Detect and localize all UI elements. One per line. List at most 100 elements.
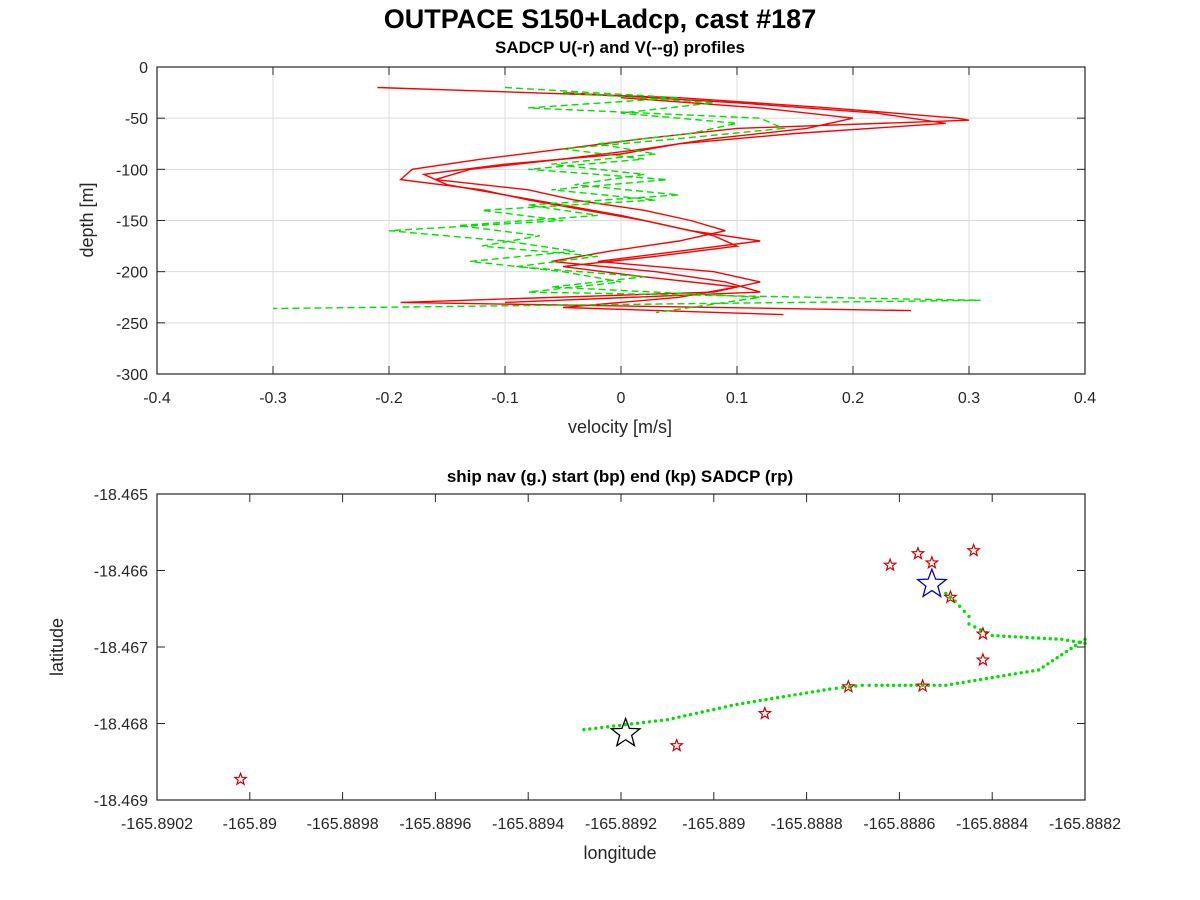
profile-axis-ticks: -0.4 -0.3 -0.2 -0.1 0 0.1 0.2 0.3 0.4 0 -50 -100 -15… bbox=[116, 60, 1096, 407]
v-profile-line bbox=[272, 86, 981, 310]
ship-nav-point bbox=[641, 720, 646, 725]
ship-nav-point bbox=[600, 725, 604, 730]
ship-nav-point bbox=[647, 720, 652, 724]
ship-nav-point bbox=[1013, 672, 1018, 676]
ship-nav-point bbox=[967, 614, 971, 619]
ship-nav-point bbox=[1025, 670, 1029, 674]
sadcp-point bbox=[233, 771, 248, 786]
ship-nav-point bbox=[996, 634, 1000, 638]
ship-nav-point bbox=[741, 701, 745, 706]
v-profile-line bbox=[458, 91, 761, 314]
sadcp-point bbox=[975, 652, 991, 667]
ship-nav-point bbox=[841, 685, 845, 690]
ship-nav-point bbox=[1036, 636, 1041, 640]
sadcp-point bbox=[943, 589, 958, 604]
ship-nav-point bbox=[1007, 673, 1012, 677]
sadcp-point bbox=[910, 545, 926, 560]
nav-x-tick-label: -165.89 bbox=[223, 816, 277, 833]
nav-plot-background bbox=[157, 494, 1085, 800]
ship-nav-point bbox=[635, 721, 640, 725]
nav-x-tick-label: -165.8898 bbox=[307, 816, 379, 833]
figure-title: OUTPACE S150+Ladcp, cast #187 bbox=[384, 4, 816, 34]
ship-nav-point bbox=[828, 687, 832, 691]
u-profile-line bbox=[435, 97, 854, 304]
profile-x-tick-label: -0.2 bbox=[375, 390, 403, 407]
ship-nav-point bbox=[822, 688, 826, 692]
ship-nav-point bbox=[973, 625, 977, 629]
nav-x-tick-label: -165.8896 bbox=[399, 816, 471, 833]
ship-nav-point bbox=[793, 693, 797, 697]
ship-nav-point bbox=[1055, 656, 1059, 660]
ship-nav-point bbox=[746, 700, 751, 705]
ship-nav-point bbox=[729, 703, 733, 708]
profile-y-tick-label: 0 bbox=[139, 60, 148, 77]
ship-nav-point bbox=[653, 719, 658, 723]
ship-nav-point bbox=[1019, 635, 1023, 639]
ship-nav-point bbox=[618, 723, 622, 728]
ship-nav-point bbox=[1054, 637, 1058, 641]
nav-y-tick-label: -18.465 bbox=[94, 487, 148, 504]
ship-nav-point bbox=[1019, 671, 1023, 675]
ship-nav-point bbox=[990, 675, 994, 680]
profile-x-tick-label: -0.4 bbox=[143, 390, 171, 407]
profile-y-tick-label: -100 bbox=[116, 162, 148, 179]
ship-nav-point bbox=[847, 685, 851, 689]
ship-nav-point bbox=[961, 680, 965, 685]
nav-axis-ticks: -165.8902 -165.89 -165.8898 -165.8896 -165.8… bbox=[94, 487, 1121, 833]
ship-nav-point bbox=[932, 683, 936, 687]
ship-nav-point bbox=[880, 683, 884, 687]
ship-nav-point bbox=[582, 727, 586, 732]
profile-x-tick-label: -0.1 bbox=[491, 390, 519, 407]
nav-y-axis-label: latitude bbox=[47, 618, 67, 676]
ship-nav-point bbox=[1048, 637, 1052, 641]
profile-y-tick-label: -50 bbox=[125, 111, 148, 128]
ship-nav-point bbox=[781, 695, 786, 699]
ship-nav-point bbox=[1071, 639, 1076, 643]
ship-nav-point bbox=[612, 724, 616, 728]
ship-nav-point bbox=[944, 683, 948, 687]
profile-x-tick-label: 0.2 bbox=[842, 390, 864, 407]
profile-data bbox=[272, 86, 981, 316]
ship-nav-point bbox=[854, 684, 858, 688]
nav-x-axis-label: longitude bbox=[583, 843, 656, 863]
nav-data bbox=[233, 542, 1087, 786]
profile-x-axis-label: velocity [m/s] bbox=[568, 417, 672, 437]
ship-nav-point bbox=[712, 707, 716, 712]
ship-nav-point bbox=[1031, 669, 1035, 673]
nav-x-tick-label: -165.8888 bbox=[771, 816, 843, 833]
sadcp-point bbox=[915, 678, 930, 693]
ship-nav-point bbox=[764, 697, 768, 702]
ship-nav-point bbox=[688, 712, 693, 717]
nav-x-tick-label: -165.8886 bbox=[863, 816, 935, 833]
ship-nav-point bbox=[694, 711, 699, 715]
profile-y-tick-label: -150 bbox=[116, 214, 148, 231]
sadcp-point bbox=[975, 626, 991, 641]
ship-nav-point bbox=[1007, 634, 1012, 639]
ship-nav-point bbox=[958, 604, 962, 608]
profile-y-tick-label: -200 bbox=[116, 265, 148, 282]
ship-nav-point bbox=[1046, 662, 1050, 666]
ship-nav-point bbox=[1077, 640, 1081, 644]
ship-nav-point bbox=[978, 677, 983, 682]
profile-x-tick-label: -0.3 bbox=[259, 390, 287, 407]
ship-nav-point bbox=[1031, 636, 1035, 640]
ship-nav-point bbox=[1025, 635, 1029, 640]
ship-nav-point bbox=[787, 694, 791, 698]
ship-nav-point bbox=[1002, 634, 1006, 638]
sadcp-point bbox=[924, 555, 940, 570]
ship-nav-point bbox=[770, 696, 774, 701]
sadcp-point bbox=[966, 542, 981, 557]
profile-x-tick-label: 0.1 bbox=[726, 390, 748, 407]
ship-nav-point bbox=[606, 725, 610, 729]
ship-nav-point bbox=[683, 714, 687, 718]
ship-nav-point bbox=[1013, 635, 1018, 639]
ship-nav-point bbox=[891, 683, 896, 687]
ship-nav-point bbox=[588, 727, 592, 731]
sadcp-point bbox=[757, 705, 773, 720]
ship-nav-point bbox=[990, 633, 994, 638]
ship-nav-point bbox=[909, 683, 913, 687]
ship-nav-point bbox=[629, 722, 634, 726]
ship-nav-point bbox=[984, 676, 989, 681]
ship-nav-point bbox=[1074, 643, 1078, 648]
ship-nav-point bbox=[810, 690, 815, 694]
